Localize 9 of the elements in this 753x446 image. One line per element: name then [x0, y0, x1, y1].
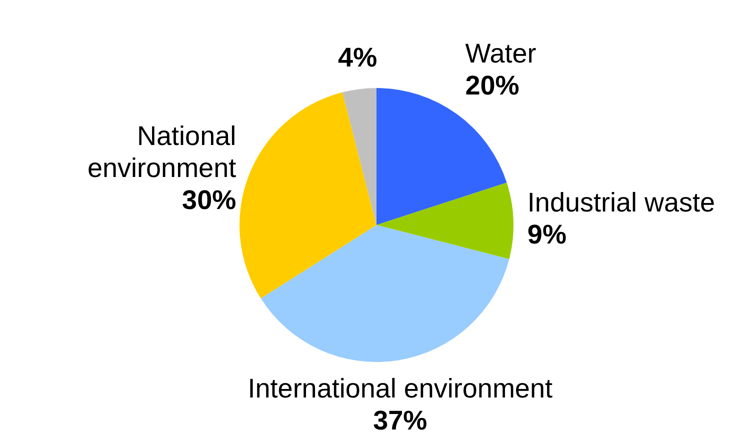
- data-label: 37%: [373, 406, 428, 436]
- data-label: 30%: [182, 184, 236, 215]
- data-label: 20%: [465, 70, 520, 100]
- slice-label: Water: [465, 38, 536, 68]
- slice-label: International environment: [248, 374, 553, 404]
- slice-label: Industrial waste: [527, 188, 716, 218]
- slice-label: National environment: [88, 120, 237, 183]
- data-label: 9%: [527, 220, 566, 250]
- data-label: 4%: [338, 42, 378, 73]
